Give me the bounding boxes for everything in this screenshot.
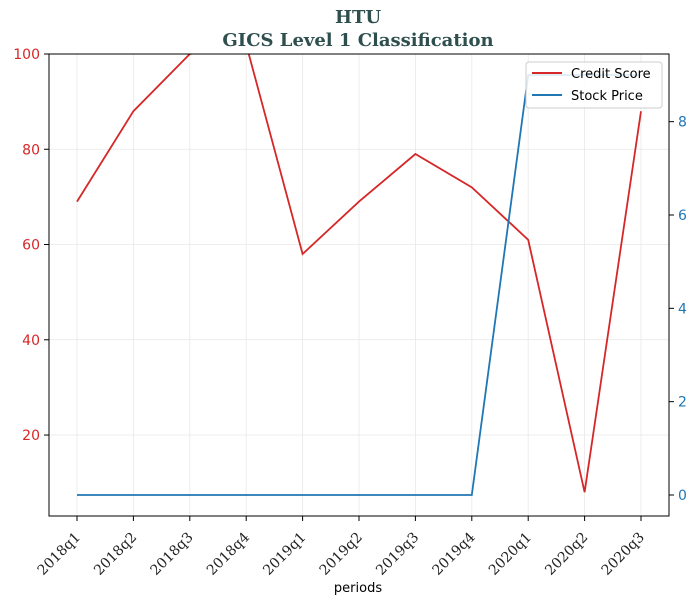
right-y-tick-label: 6 [678, 208, 687, 224]
x-axis-label: periods [334, 581, 382, 596]
legend-label-credit-score: Credit Score [571, 67, 651, 82]
right-y-axis: 0 2 4 6 8 [669, 115, 687, 504]
chart-subtitle: GICS Level 1 Classification [222, 30, 493, 51]
left-y-tick-label: 40 [22, 333, 40, 349]
left-y-tick-label: 60 [22, 238, 40, 254]
chart-title: HTU [335, 7, 381, 28]
x-tick-label: 2018q2 [91, 530, 140, 579]
left-y-axis: 20 40 60 80 100 [13, 47, 49, 444]
left-y-tick-label: 20 [22, 428, 40, 444]
x-tick-label: 2019q3 [373, 530, 422, 579]
x-tick-label: 2020q3 [599, 530, 648, 579]
series-line-credit-score [76, 54, 642, 493]
x-tick-label: 2019q1 [260, 530, 309, 579]
legend: Credit Score Stock Price [525, 61, 663, 109]
right-y-tick-label: 0 [678, 488, 687, 504]
left-y-tick-label: 100 [13, 47, 40, 63]
legend-label-stock-price: Stock Price [571, 89, 643, 104]
left-y-tick-label: 80 [22, 142, 40, 158]
x-tick-label: 2020q1 [486, 530, 535, 579]
x-tick-label: 2018q3 [147, 530, 196, 579]
right-y-tick-label: 4 [678, 301, 687, 317]
right-y-tick-label: 2 [678, 395, 687, 411]
x-tick-label: 2020q2 [542, 530, 591, 579]
right-y-tick-label: 8 [678, 115, 687, 131]
grid [49, 53, 669, 516]
x-tick-label: 2018q4 [204, 529, 253, 578]
x-axis: 2018q1 2018q2 2018q3 2018q4 2019q1 2019q2 2019… [35, 516, 648, 579]
x-tick-label: 2019q2 [317, 530, 366, 579]
x-tick-label: 2019q4 [429, 529, 478, 578]
x-tick-label: 2018q1 [35, 530, 84, 579]
